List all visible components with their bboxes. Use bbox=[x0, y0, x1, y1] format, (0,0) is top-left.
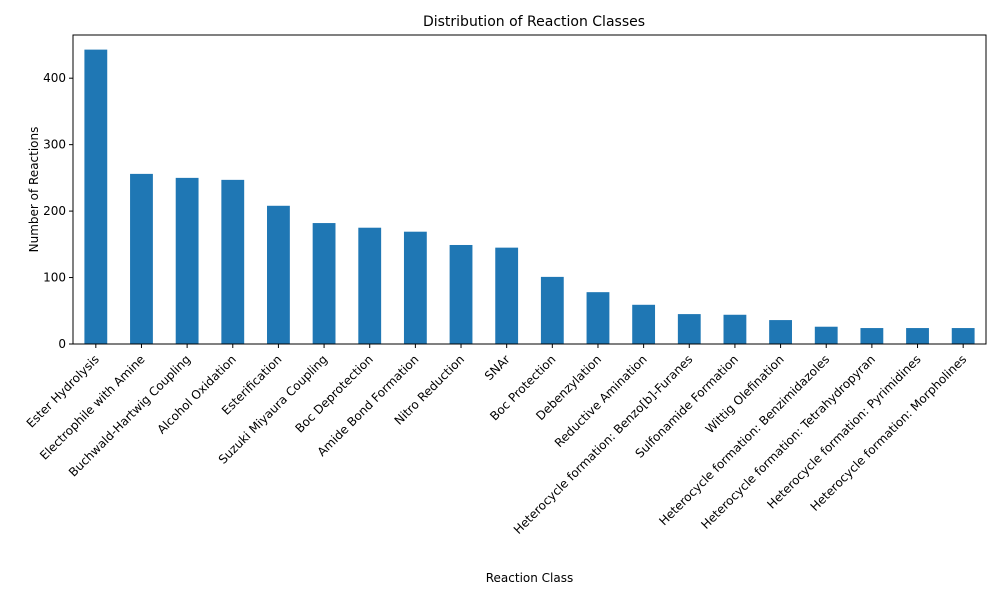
bar bbox=[906, 328, 929, 344]
bar bbox=[358, 227, 382, 344]
bar bbox=[632, 304, 656, 344]
bar bbox=[769, 320, 792, 344]
bar bbox=[84, 49, 108, 344]
bar bbox=[267, 205, 290, 344]
y-tick-label: 0 bbox=[58, 337, 66, 351]
bar bbox=[586, 292, 610, 344]
x-tick-label: Reductive Amination bbox=[552, 352, 650, 450]
bars-group bbox=[84, 49, 975, 344]
plot-frame bbox=[72, 34, 987, 345]
bar bbox=[175, 177, 199, 344]
y-tick-label: 100 bbox=[43, 271, 66, 285]
y-tick-label: 300 bbox=[43, 138, 66, 152]
y-tick-label: 200 bbox=[43, 204, 66, 218]
x-tick-label: Wittig Olefination bbox=[703, 352, 787, 436]
bar bbox=[677, 314, 701, 344]
bar bbox=[449, 244, 473, 344]
bar bbox=[951, 328, 975, 344]
bar bbox=[495, 247, 519, 344]
y-axis-label: Number of Reactions bbox=[27, 127, 41, 253]
x-axis-label: Reaction Class bbox=[486, 571, 574, 585]
bar bbox=[403, 231, 427, 344]
x-tick-label: Alcohol Oxidation bbox=[154, 352, 238, 436]
bar bbox=[814, 326, 838, 344]
x-tick-label: Heterocycle formation: Tetrahydropyran bbox=[698, 352, 878, 532]
x-tick-label: Boc Deprotection bbox=[292, 352, 375, 435]
bar bbox=[860, 328, 884, 344]
x-tick-label: Heterocycle formation: Benzimidazoles bbox=[656, 352, 832, 528]
bar bbox=[312, 223, 336, 344]
bar bbox=[221, 179, 245, 344]
bar bbox=[540, 276, 564, 344]
chart-title: Distribution of Reaction Classes bbox=[423, 14, 645, 30]
bar bbox=[130, 173, 153, 344]
bar bbox=[723, 314, 747, 344]
x-tick-label: SNAr bbox=[482, 352, 513, 383]
y-axis: 0 100 200 300 400 bbox=[43, 71, 73, 351]
y-tick-label: 400 bbox=[43, 71, 66, 85]
